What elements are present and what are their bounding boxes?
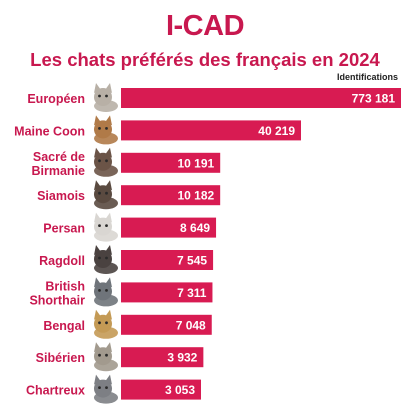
bar-4 xyxy=(121,217,217,238)
value-axis-label: Identifications xyxy=(336,72,398,82)
category-label-2-line-0: Sacré de xyxy=(33,150,85,164)
maine-coon-cat-icon xyxy=(94,115,118,145)
bar-5 xyxy=(121,250,214,270)
category-label-2-line-1: Birmanie xyxy=(32,164,86,178)
category-label-6-line-1: Shorthair xyxy=(29,293,85,307)
value-label-4: 8 649 xyxy=(180,221,210,235)
value-label-6: 7 311 xyxy=(177,286,207,300)
bar-8 xyxy=(121,347,204,368)
category-label-5: Ragdoll xyxy=(39,254,85,268)
chartreux-cat-icon xyxy=(94,374,118,404)
bengal-cat-icon xyxy=(94,309,118,339)
category-label-3: Siamois xyxy=(37,189,85,203)
value-label-2: 10 191 xyxy=(178,156,215,170)
chart-title: Les chats préférés des français en 2024 xyxy=(30,49,380,70)
category-label-9: Chartreux xyxy=(26,384,85,398)
brand-logo: I-CAD xyxy=(0,10,410,42)
category-label-7: Bengal xyxy=(43,319,85,333)
bar-7 xyxy=(121,314,212,335)
bar-6 xyxy=(121,282,213,303)
value-label-1: 40 219 xyxy=(258,124,295,138)
logo-text: I-CAD xyxy=(165,9,245,42)
bar-1 xyxy=(121,120,301,141)
category-label-8: Sibérien xyxy=(36,351,85,365)
bar-2 xyxy=(121,152,221,173)
sacred-birman-cat-icon xyxy=(94,147,118,177)
category-label-6-line-0: British xyxy=(45,279,85,293)
bar-9 xyxy=(121,379,201,400)
value-label-3: 10 182 xyxy=(177,189,214,203)
value-label-0: 773 181 xyxy=(352,92,396,106)
persian-cat-icon xyxy=(94,212,118,242)
category-label-1: Maine Coon xyxy=(14,124,85,138)
bar-3 xyxy=(121,185,221,206)
european-cat-icon xyxy=(94,83,118,112)
siamese-cat-icon xyxy=(94,180,118,210)
siberian-cat-icon xyxy=(94,342,118,372)
value-label-9: 3 053 xyxy=(165,383,195,397)
bar-0 xyxy=(121,88,401,108)
category-label-0: Européen xyxy=(27,92,85,106)
ragdoll-cat-icon xyxy=(94,245,118,274)
value-label-8: 3 932 xyxy=(167,351,197,365)
british-shorthair-cat-icon xyxy=(94,277,118,307)
value-label-7: 7 048 xyxy=(176,318,206,332)
value-label-5: 7 545 xyxy=(177,254,207,268)
category-label-4: Persan xyxy=(43,222,85,236)
